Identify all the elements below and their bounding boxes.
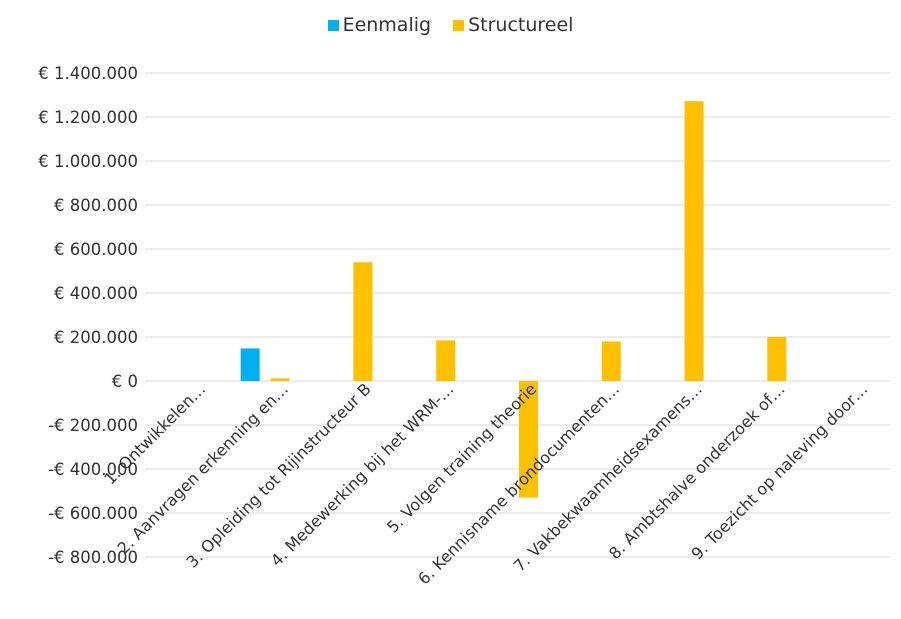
- legend-label-structureel: Structureel: [468, 14, 574, 36]
- y-tick-label: -€ 800.000: [48, 548, 138, 567]
- category-label-8: 8. Ambtshalve onderzoek of…: [605, 379, 789, 563]
- bar-structureel-5: [519, 381, 538, 498]
- y-tick-label: € 400.000: [54, 284, 138, 303]
- legend-label-eenmalig: Eenmalig: [342, 14, 432, 36]
- legend-swatch-structureel: [453, 19, 465, 31]
- y-tick-label: € 1.200.000: [38, 108, 138, 127]
- gridlines: [145, 72, 890, 558]
- category-label-4: 4. Medewerking bij het WRM-…: [267, 379, 458, 570]
- bar-structureel-4: [436, 340, 456, 381]
- y-tick-label: € 1.000.000: [38, 152, 138, 171]
- y-tick-label: € 200.000: [54, 328, 138, 347]
- legend-item-eenmalig: Eenmalig: [327, 14, 432, 36]
- y-tick-label: € 800.000: [54, 196, 138, 215]
- bar-structureel-3: [353, 262, 373, 381]
- bar-structureel-6: [601, 341, 621, 381]
- y-axis-tick-labels: € 1.400.000 € 1.200.000 € 1.000.000 € 800.0…: [38, 64, 138, 567]
- y-tick-label: -€ 200.000: [48, 416, 138, 435]
- bar-structureel-8: [767, 337, 787, 381]
- y-tick-label: € 0: [112, 372, 138, 391]
- legend-swatch-eenmalig: [327, 19, 339, 31]
- y-tick-label: -€ 400.000: [48, 460, 138, 479]
- y-tick-label: € 1.400.000: [38, 64, 138, 83]
- y-tick-label: € 600.000: [54, 240, 138, 259]
- y-tick-label: -€ 600.000: [48, 504, 138, 523]
- legend: Eenmalig Structureel: [0, 14, 901, 36]
- bar-structureel-7: [684, 101, 704, 381]
- legend-item-structureel: Structureel: [453, 14, 573, 36]
- bars: [240, 101, 787, 498]
- bar-eenmalig-2: [240, 348, 260, 381]
- bar-structureel-2: [270, 378, 290, 381]
- category-label-3: 3. Opleiding tot Rijinstructeur B: [183, 379, 375, 571]
- category-label-9: 9. Toezicht op naleving door…: [688, 379, 872, 563]
